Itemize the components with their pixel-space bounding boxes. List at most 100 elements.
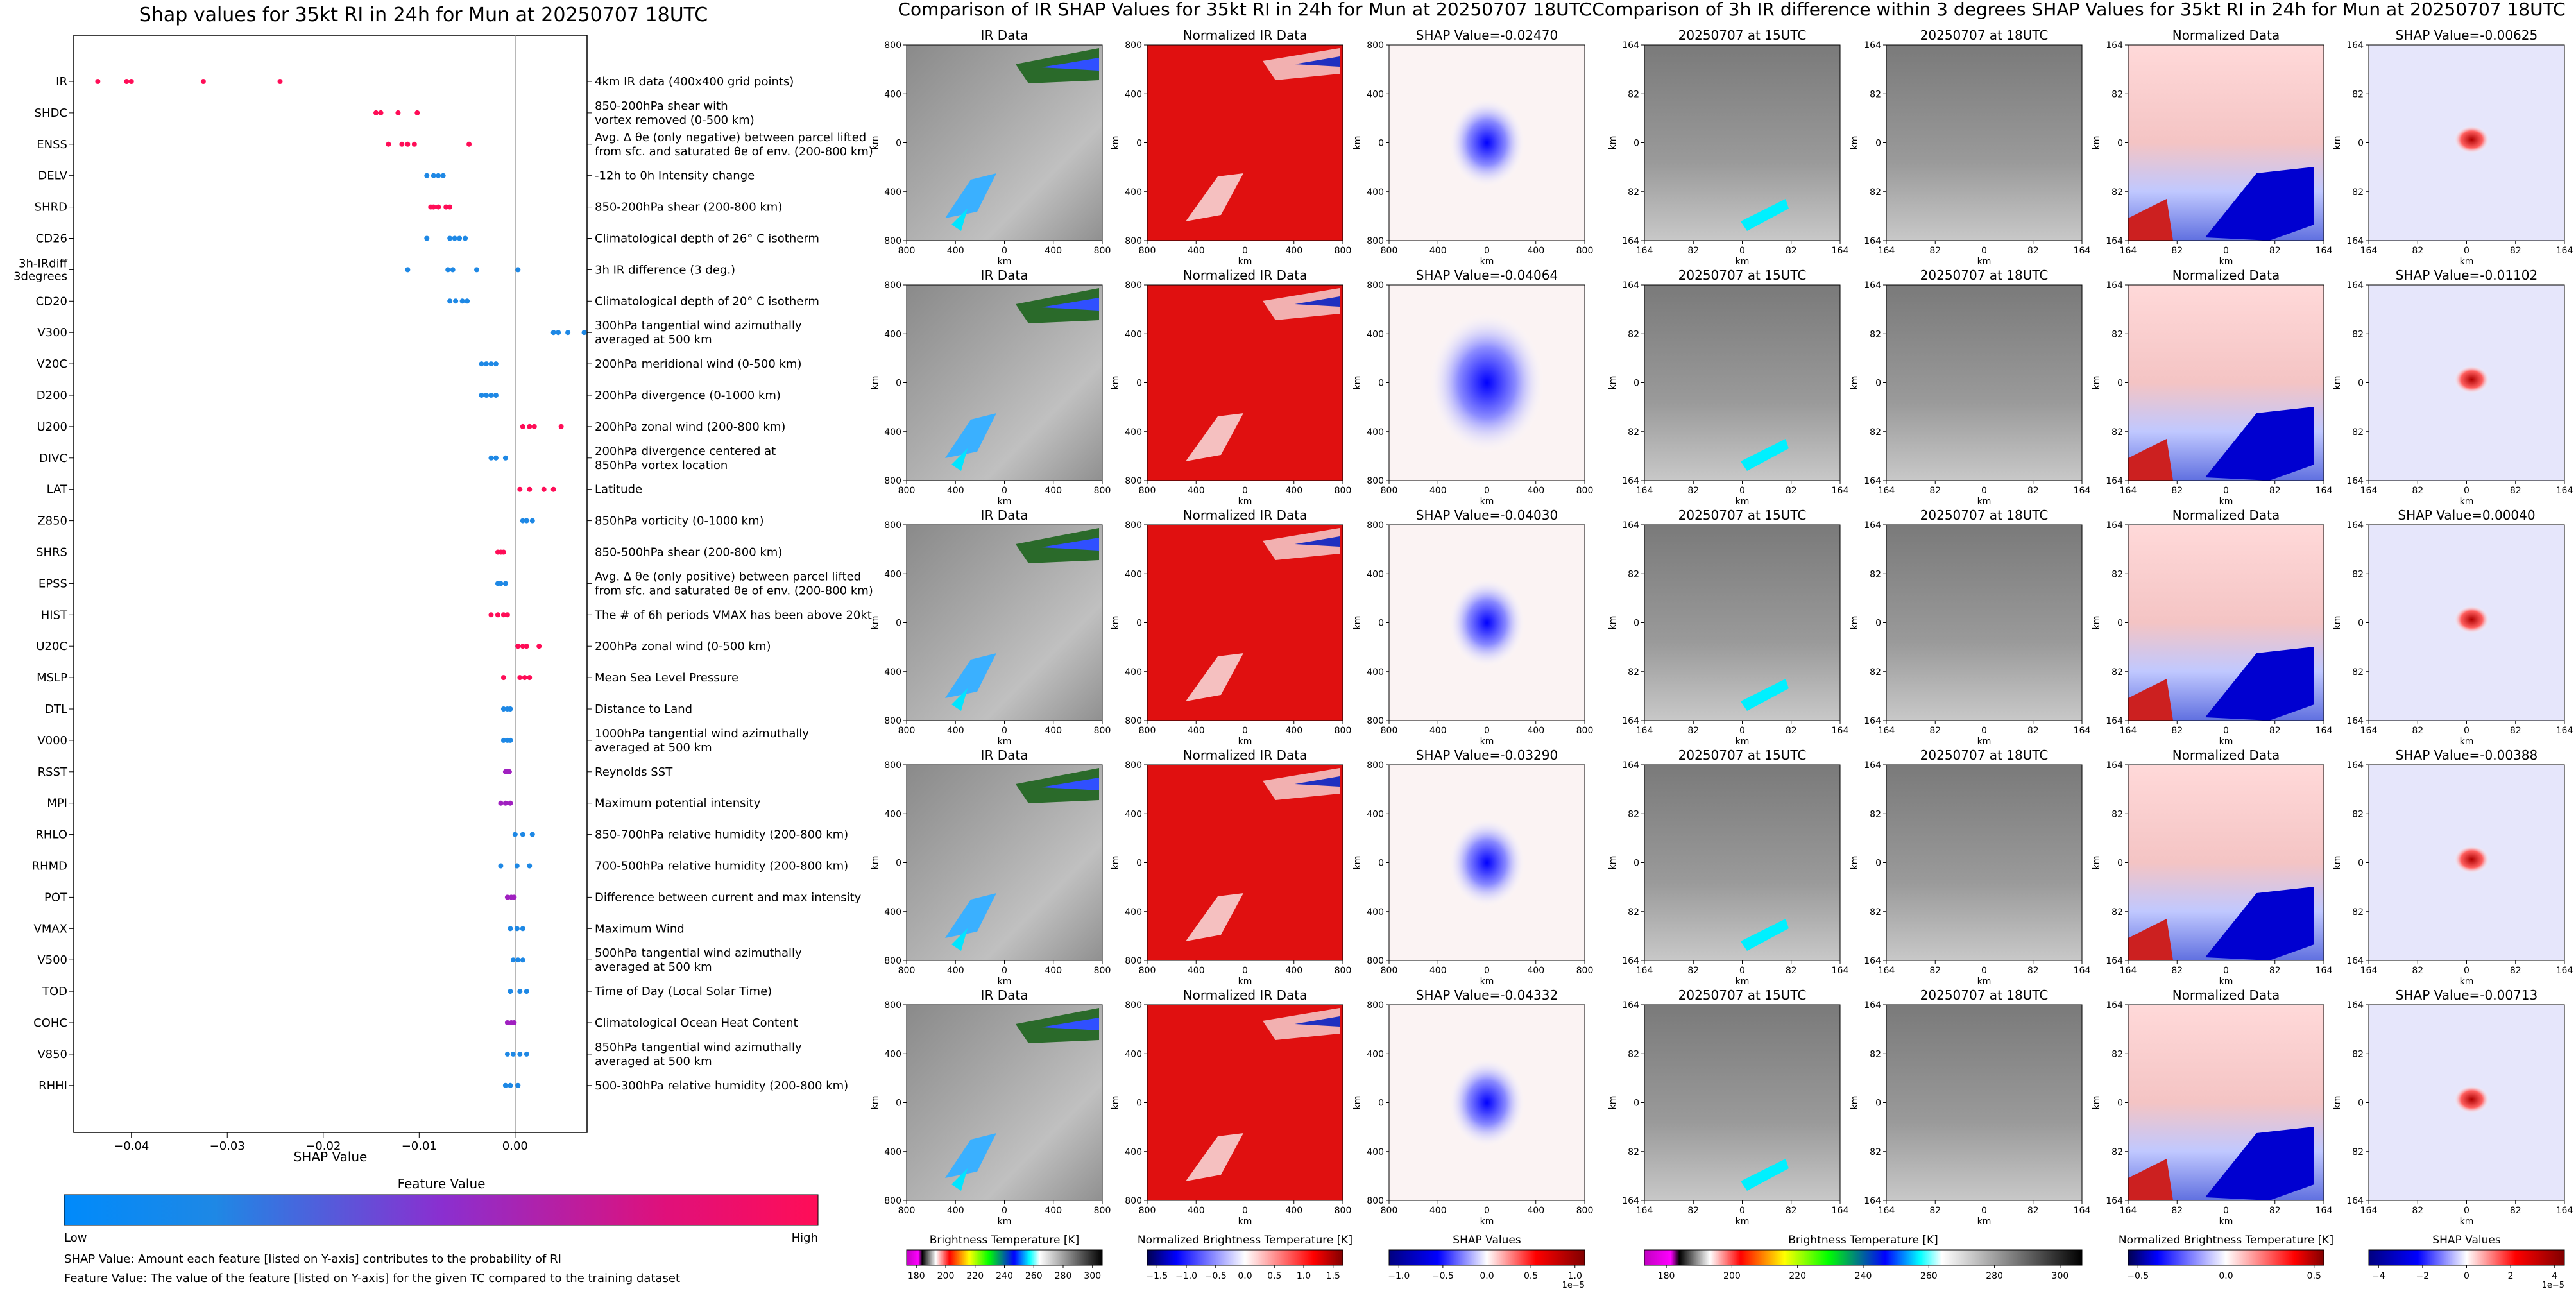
x-tick-label: 82 (1929, 1206, 1941, 1216)
note-shap-value: SHAP Value: Amount each feature [listed … (64, 1252, 561, 1266)
y-tick-label: 800 (884, 280, 901, 291)
shap-point (522, 675, 527, 681)
x-tick-label: 800 (1094, 246, 1111, 256)
cold-cloud-patch (1741, 679, 1789, 711)
y-tick-label: 164 (1622, 476, 1639, 486)
x-tick-label: 400 (1527, 966, 1544, 976)
x-tick-label: 164 (1636, 726, 1653, 736)
colorbar-tick-label: 240 (996, 1271, 1013, 1281)
shap-point (445, 267, 451, 273)
x-tick-label: 800 (1381, 246, 1398, 256)
y-tick-label: 0 (1136, 1098, 1142, 1109)
colorbar-gradient (2368, 1249, 2565, 1266)
x-tick-label: 82 (1786, 966, 1797, 976)
y-axis-label: km (1111, 136, 1121, 150)
panel-frame (1886, 44, 2083, 241)
x-axis-label: km (1480, 257, 1494, 267)
y-axis-label: km (1608, 856, 1618, 870)
coldest-cloud-top (1041, 778, 1099, 790)
x-tick-label: 400 (1188, 1206, 1205, 1216)
ir-shap-panel: SHAP Value=-0.02470800800400400004004008… (1352, 28, 1593, 267)
y-tick-label: 400 (1367, 89, 1384, 99)
feature-description: Climatological depth of 26° C isotherm (595, 232, 819, 246)
shap-point (447, 204, 453, 210)
normalized-ir-panel: Normalized IR Data8008004004000040040080… (1111, 508, 1351, 747)
x-axis-label: km (1238, 737, 1252, 747)
y-tick-label: 164 (2106, 956, 2123, 966)
ir-18utc-image (1886, 525, 2082, 721)
y-tick-label: 400 (1367, 1147, 1384, 1157)
y-tick-label: 82 (2352, 329, 2364, 339)
shap-point (511, 1020, 517, 1025)
y-tick-label: 164 (2346, 716, 2364, 726)
x-tick-label: 0 (2223, 1206, 2229, 1216)
colorbar-tick-label: 0.5 (1524, 1271, 1538, 1281)
panel-frame (1388, 1004, 1585, 1201)
coldest-cloud-top (1041, 298, 1099, 311)
y-tick-label: 164 (2346, 760, 2364, 771)
x-tick-label: 164 (1636, 966, 1653, 976)
shap-point (517, 989, 523, 994)
convection-normalized (1186, 173, 1243, 221)
x-tick-label: 82 (2171, 246, 2183, 256)
y-axis-label: km (2332, 136, 2342, 150)
convective-core (951, 928, 968, 951)
y-tick-label: 0 (1136, 858, 1142, 869)
y-tick-label: 0 (2358, 619, 2364, 629)
normalized-ir-panel: Normalized IR Data8008004004000040040080… (1111, 28, 1351, 267)
panel-frame (2128, 44, 2324, 241)
y-tick-label: 164 (1864, 956, 1881, 966)
negative-shap-center (1448, 817, 1526, 908)
x-tick-label: 82 (2027, 726, 2039, 736)
y-tick-label: 0 (1633, 139, 1639, 149)
y-tick-label: 0 (1378, 1098, 1384, 1109)
y-tick-label: 0 (1136, 619, 1142, 629)
ir-15utc-image (1644, 525, 1840, 721)
y-axis-label: km (1850, 376, 1860, 390)
y-tick-label: 800 (1367, 760, 1384, 771)
shap-point (508, 706, 513, 712)
diff-15utc-panel: 20250707 at 15UTC1641648282008282164164k… (1608, 28, 1848, 267)
x-tick-label: 800 (898, 246, 916, 256)
shap-point (500, 737, 506, 743)
x-tick-label: 0 (2464, 1206, 2469, 1216)
panel-frame (1886, 1004, 2083, 1201)
feature-description: 200hPa divergence centered at (595, 445, 776, 458)
feature-description: 850-200hPa shear (200-800 km) (595, 201, 782, 214)
x-axis-ticks: −0.04 −0.03 −0.02 −0.01 0.00 (114, 1132, 528, 1153)
x-tick-label: 164 (2556, 486, 2573, 496)
shap-point (524, 518, 529, 524)
x-tick-label: 82 (2171, 1206, 2183, 1216)
shap-point (465, 298, 470, 304)
ir-18utc-image (1886, 285, 2082, 481)
x-tick-label: 0 (1981, 966, 1987, 976)
x-tick-label: 0 (1981, 726, 1987, 736)
x-tick-label: 0 (1739, 1206, 1745, 1216)
x-axis-label: km (1480, 737, 1494, 747)
diff-shap-panel: SHAP Value=-0.00625164164828200828216416… (2332, 28, 2573, 267)
x-axis-label: km (998, 737, 1012, 747)
diff-section-title: Comparison of 3h IR difference within 3 … (1592, 0, 2565, 20)
feature-description: 300hPa tangential wind azimuthally (595, 319, 802, 332)
feature-code-label: TOD (42, 985, 67, 998)
shap-point (502, 455, 508, 461)
convective-cells (945, 413, 996, 458)
feature-value-colorbar (64, 1194, 819, 1226)
panel-frame (2128, 284, 2324, 481)
diff-15utc-panel: 20250707 at 15UTC1641648282008282164164k… (1608, 987, 1848, 1227)
y-axis-label: km (870, 856, 880, 870)
y-tick-label: 82 (2352, 667, 2364, 678)
shap-point (514, 926, 520, 932)
feature-description: Avg. Δ θe (only negative) between parcel… (595, 131, 866, 144)
shap-point (510, 957, 516, 963)
x-tick-label: 164 (2556, 966, 2573, 976)
shap-point (453, 298, 459, 304)
panel-title: Normalized IR Data (1183, 987, 1308, 1003)
note-feature-value: Feature Value: The value of the feature … (64, 1272, 680, 1285)
colorbar-tick-label: 0.0 (1480, 1271, 1494, 1281)
shap-point (495, 612, 500, 618)
y-tick-label: 800 (1367, 716, 1384, 726)
y-axis-label: km (1608, 136, 1618, 150)
x-tick-label: 800 (1576, 726, 1594, 736)
feature-code-label: POT (44, 891, 68, 904)
